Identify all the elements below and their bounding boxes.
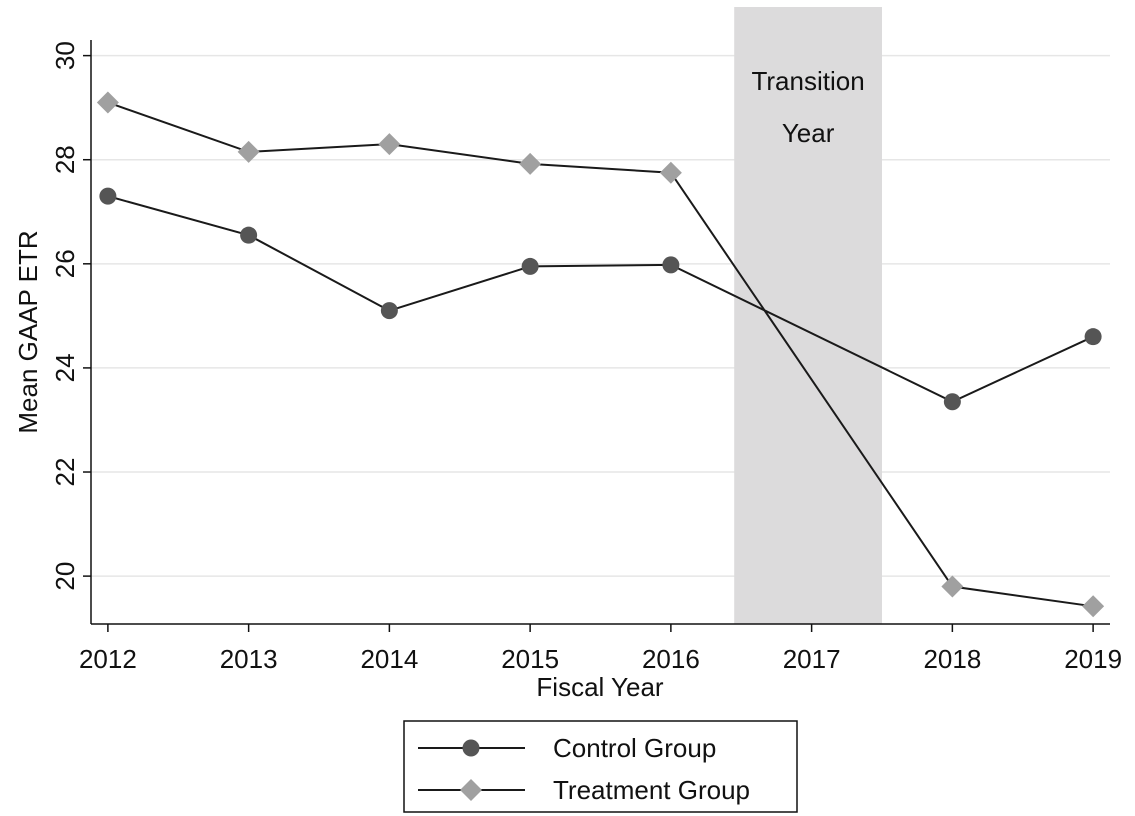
legend: Control Group Treatment Group xyxy=(403,720,798,813)
x-tick-label: 2015 xyxy=(501,644,559,674)
marker xyxy=(1082,595,1105,618)
marker xyxy=(99,187,117,205)
x-tick-label: 2018 xyxy=(923,644,981,674)
marker xyxy=(521,257,539,275)
transition-band xyxy=(734,7,882,624)
x-axis-label: Fiscal Year xyxy=(536,672,664,702)
x-tick-label: 2019 xyxy=(1064,644,1122,674)
x-tick-label: 2013 xyxy=(220,644,278,674)
marker xyxy=(378,133,401,156)
marker xyxy=(460,779,482,801)
legend-label: Control Group xyxy=(553,733,716,763)
y-tick-label: 22 xyxy=(50,458,80,487)
marker xyxy=(941,575,964,598)
marker xyxy=(662,256,680,274)
marker xyxy=(240,226,258,244)
legend-label: Treatment Group xyxy=(553,775,750,805)
annotation: Transition xyxy=(751,66,864,96)
y-tick-label: 24 xyxy=(50,353,80,382)
series-line xyxy=(107,195,1094,403)
y-tick-label: 28 xyxy=(50,145,80,174)
marker xyxy=(462,739,480,757)
marker xyxy=(380,302,398,320)
y-tick-label: 30 xyxy=(50,41,80,70)
y-axis-label: Mean GAAP ETR xyxy=(13,230,43,433)
x-tick-label: 2017 xyxy=(783,644,841,674)
marker xyxy=(519,152,542,175)
y-tick-label: 26 xyxy=(50,249,80,278)
marker xyxy=(96,91,119,114)
marker xyxy=(1084,328,1102,346)
annotation: Year xyxy=(782,118,835,148)
x-tick-label: 2014 xyxy=(360,644,418,674)
x-tick-label: 2016 xyxy=(642,644,700,674)
marker xyxy=(659,161,682,184)
x-tick-label: 2012 xyxy=(79,644,137,674)
y-tick-label: 20 xyxy=(50,562,80,591)
marker xyxy=(943,393,961,411)
series-line xyxy=(107,101,1094,608)
marker xyxy=(237,140,260,163)
